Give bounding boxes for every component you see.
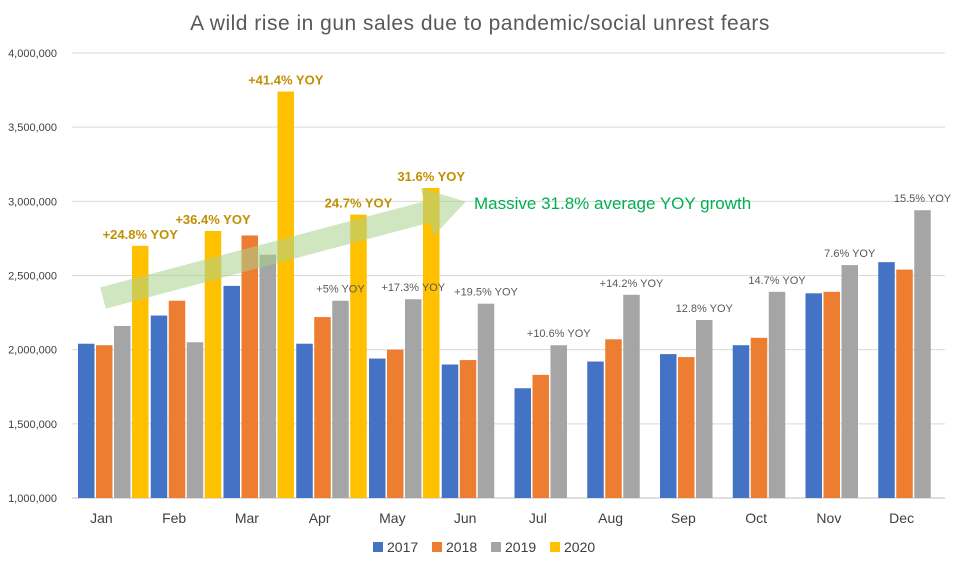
legend-swatch <box>491 542 501 552</box>
legend-label: 2018 <box>446 539 477 555</box>
legend-swatch <box>432 542 442 552</box>
bar-2017-mar <box>223 285 240 498</box>
x-tick-label: Sep <box>671 510 696 526</box>
x-axis: Jan Feb Mar Apr May Jun Jul Aug Sep Oct Nov Dec <box>90 510 914 526</box>
bar-2019-feb <box>186 342 204 498</box>
bar-2019-dec <box>914 210 931 498</box>
bar-2017-sep <box>660 354 677 498</box>
data-annotation: 24.7% YOY <box>325 196 393 211</box>
bar-2019-jul <box>550 345 567 498</box>
x-tick-label: May <box>379 510 405 526</box>
bar-2017-jul <box>514 388 531 498</box>
data-annotation: +5% YOY <box>316 284 365 296</box>
bar-2017-jan <box>78 343 95 498</box>
bar-2017-nov <box>805 293 822 498</box>
y-tick-label: 2,500,000 <box>8 271 57 283</box>
bar-2017-may <box>369 358 386 498</box>
bar-2019-sep <box>696 320 713 498</box>
bar-2019-apr <box>332 300 349 498</box>
bar-2020-may <box>423 187 440 498</box>
growth-callout: Massive 31.8% average YOY growth <box>474 194 751 213</box>
bar-2020-jan <box>132 245 149 498</box>
x-tick-label: Dec <box>889 510 914 526</box>
y-tick-label: 3,000,000 <box>8 196 57 208</box>
bar-2020-feb <box>204 231 222 498</box>
bar-2019-may <box>405 299 422 498</box>
bar-2017-dec <box>878 262 895 498</box>
data-annotation: +19.5% YOY <box>454 287 518 299</box>
bars <box>78 91 931 499</box>
bar-2020-apr <box>350 214 367 498</box>
data-annotation: +10.6% YOY <box>527 328 591 340</box>
y-tick-label: 1,000,000 <box>8 493 57 505</box>
x-tick-label: Oct <box>745 510 767 526</box>
bar-2019-jun <box>477 303 495 498</box>
data-annotation: 7.6% YOY <box>824 248 876 260</box>
data-annotation: +24.8% YOY <box>103 227 179 242</box>
legend-label: 2019 <box>505 539 536 555</box>
bar-2018-sep <box>678 357 695 498</box>
legend-swatch <box>373 542 383 552</box>
data-annotation: 14.7% YOY <box>748 275 806 287</box>
bar-2018-jul <box>532 374 549 498</box>
bar-2020-mar <box>277 91 294 499</box>
y-tick-label: 3,500,000 <box>8 122 57 134</box>
bar-2017-oct <box>732 345 750 498</box>
x-tick-label: Aug <box>598 510 623 526</box>
bar-2017-aug <box>587 361 604 498</box>
bar-2018-nov <box>823 291 840 498</box>
y-tick-label: 4,000,000 <box>8 48 57 60</box>
y-axis: 1,000,000 1,500,000 2,000,000 2,500,000 3,00… <box>8 48 57 505</box>
bar-2017-feb <box>150 315 168 498</box>
x-tick-label: Jul <box>529 510 547 526</box>
legend: 2017 2018 2019 2020 <box>373 539 595 555</box>
legend-swatch <box>550 542 560 552</box>
legend-label: 2017 <box>387 539 418 555</box>
bar-2019-nov <box>841 265 858 498</box>
bar-2019-mar <box>259 254 276 498</box>
bar-2019-jan <box>114 325 131 498</box>
bar-2019-oct <box>768 291 786 498</box>
data-annotation: 31.6% YOY <box>397 169 465 184</box>
annotations: +24.8% YOY+36.4% YOY +41.4% YOY 24.7% YOY 3… <box>103 73 952 341</box>
chart-title: A wild rise in gun sales due to pandemic… <box>190 12 770 35</box>
data-annotation: +17.3% YOY <box>381 282 445 294</box>
data-annotation: 12.8% YOY <box>676 303 734 315</box>
data-annotation: +36.4% YOY <box>175 212 251 227</box>
bar-2018-may <box>387 349 404 498</box>
x-tick-label: Jan <box>90 510 113 526</box>
x-tick-label: Jun <box>454 510 477 526</box>
bar-2018-oct <box>750 337 768 498</box>
bar-2018-apr <box>314 317 331 498</box>
growth-arrow-shape <box>100 187 466 309</box>
data-annotation: +41.4% YOY <box>248 73 324 88</box>
bar-2017-apr <box>296 343 313 498</box>
x-tick-label: Apr <box>309 510 331 526</box>
bar-2018-aug <box>605 339 622 498</box>
data-annotation: 15.5% YOY <box>894 193 952 205</box>
bar-2018-mar <box>241 235 258 498</box>
bar-2018-jun <box>459 360 477 498</box>
growth-arrow: Massive 31.8% average YOY growth <box>100 187 751 309</box>
legend-label: 2020 <box>564 539 595 555</box>
bar-2017-jun <box>441 364 459 498</box>
y-tick-label: 2,000,000 <box>8 345 57 357</box>
bar-2018-jan <box>96 345 113 498</box>
bar-2019-aug <box>623 294 640 498</box>
y-tick-label: 1,500,000 <box>8 419 57 431</box>
data-annotation: +14.2% YOY <box>600 278 664 290</box>
x-tick-label: Feb <box>162 510 186 526</box>
x-tick-label: Mar <box>235 510 259 526</box>
bar-2018-feb <box>168 300 186 498</box>
bar-2018-dec <box>896 269 913 498</box>
x-tick-label: Nov <box>816 510 841 526</box>
